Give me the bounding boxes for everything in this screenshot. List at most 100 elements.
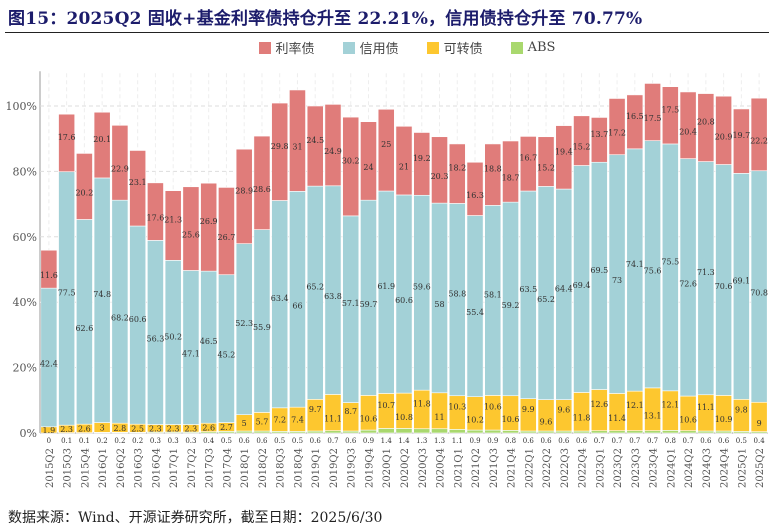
- bar-segment: [324, 185, 342, 395]
- bar-segment: [555, 188, 573, 400]
- data-label: 59.6: [413, 283, 431, 292]
- bar-segment: [377, 108, 395, 192]
- data-label: 0.6: [700, 437, 712, 445]
- data-label: 2.6: [202, 423, 215, 432]
- data-label: 0.5: [292, 437, 303, 445]
- bar-segment: [448, 143, 466, 204]
- bar-segment: [484, 143, 502, 206]
- bar-segment: [218, 274, 235, 423]
- bar-segment: [306, 399, 324, 432]
- data-label: 77.5: [58, 288, 76, 297]
- bar-segment: [164, 260, 182, 425]
- data-label: 20.1: [93, 135, 111, 144]
- data-label: 5.7: [256, 418, 269, 427]
- bar-segment: [200, 182, 218, 272]
- x-tick-label: 2016Q4: [151, 448, 162, 488]
- bar-segment: [342, 215, 360, 403]
- data-label: 0.7: [683, 437, 694, 445]
- data-label: 19.7: [732, 131, 750, 140]
- data-label: 15.2: [573, 143, 591, 152]
- data-label: 17.5: [661, 105, 679, 114]
- bar-segment: [750, 170, 768, 403]
- bar-segment: [360, 429, 377, 434]
- bar-segment: [466, 429, 484, 434]
- bar-segment: [413, 428, 431, 434]
- data-label: 58: [434, 300, 444, 309]
- x-tick-label: 2019Q3: [347, 448, 358, 488]
- bar-segment: [626, 148, 644, 392]
- bar-segment: [679, 395, 697, 432]
- data-label: 52.3: [235, 319, 253, 328]
- data-label: 0.3: [150, 437, 161, 445]
- bar-segment: [360, 199, 377, 396]
- x-tick-label: 2015Q4: [80, 448, 91, 488]
- bar-segment: [76, 153, 93, 220]
- bar-segment: [235, 148, 253, 244]
- legend: 利率债 信用债 可转债 ABS: [0, 38, 774, 57]
- data-label: 0.1: [79, 437, 90, 445]
- bar-segment: [306, 185, 324, 400]
- x-tick-label: 2015Q2: [45, 448, 56, 488]
- legend-label: 利率债: [275, 42, 315, 57]
- bar-segment: [431, 428, 448, 434]
- data-label: 0.6: [718, 437, 730, 445]
- bar-segment: [519, 136, 537, 192]
- bar-segment: [715, 95, 732, 165]
- data-label: 2.3: [185, 424, 198, 433]
- data-label: 0.7: [594, 437, 605, 445]
- data-label: 1.4: [398, 437, 410, 445]
- data-label: 0.5: [736, 437, 747, 445]
- legend-swatch: [258, 41, 271, 54]
- data-label: 18.7: [502, 174, 520, 183]
- bar-segment: [324, 394, 342, 432]
- x-tick-label: 2019Q1: [311, 448, 322, 488]
- bar-segment: [182, 186, 200, 271]
- data-label: 0.4: [203, 437, 215, 445]
- bar-segment: [644, 387, 661, 432]
- data-label: 55.9: [253, 323, 271, 332]
- data-label: 64.4: [555, 284, 573, 293]
- data-label: 0.2: [97, 437, 108, 445]
- data-label: 20.3: [431, 172, 449, 181]
- bar-segment: [360, 121, 377, 201]
- bar-segment: [129, 150, 147, 227]
- data-label: 0.6: [558, 437, 570, 445]
- data-label: 20.2: [75, 188, 93, 197]
- x-tick-label: 2022Q3: [560, 448, 571, 488]
- data-label: 73: [612, 276, 622, 285]
- bar-segment: [644, 140, 661, 389]
- data-label: 74.1: [626, 260, 644, 269]
- data-label: 58.8: [448, 290, 466, 299]
- bar-segment: [608, 393, 626, 432]
- legend-item-rate: 利率债: [258, 38, 315, 57]
- bar-segment: [289, 89, 306, 192]
- x-tick-label: 2018Q1: [240, 448, 251, 488]
- bar-segment: [40, 287, 58, 428]
- data-label: 10.9: [715, 415, 733, 424]
- y-tick-label: 0%: [20, 427, 37, 440]
- x-tick-label: 2020Q3: [418, 448, 429, 488]
- data-label: 59.7: [360, 300, 378, 309]
- bar-segment: [626, 390, 644, 432]
- bar-segment: [644, 83, 661, 141]
- data-label: 0.3: [185, 437, 196, 445]
- data-label: 1.3: [434, 437, 445, 445]
- data-label: 19.2: [413, 154, 431, 163]
- bar-segment: [448, 429, 466, 434]
- data-label: 10.3: [448, 403, 466, 412]
- data-label: 0.8: [665, 437, 676, 445]
- bar-segment: [431, 136, 448, 204]
- data-label: 69.5: [590, 266, 608, 275]
- bar-segment: [360, 395, 377, 431]
- bar-segment: [590, 389, 608, 432]
- data-label: 24.5: [306, 136, 324, 145]
- data-label: 0.1: [61, 437, 72, 445]
- data-label: 46.5: [200, 337, 218, 346]
- bar-segment: [697, 161, 715, 396]
- bar-segment: [661, 143, 679, 392]
- data-label: 58.1: [484, 290, 502, 299]
- x-tick-label: 2019Q4: [364, 448, 375, 488]
- data-label: 63.8: [324, 292, 342, 301]
- data-label: 10.6: [502, 415, 520, 424]
- data-label: 20.4: [679, 127, 697, 136]
